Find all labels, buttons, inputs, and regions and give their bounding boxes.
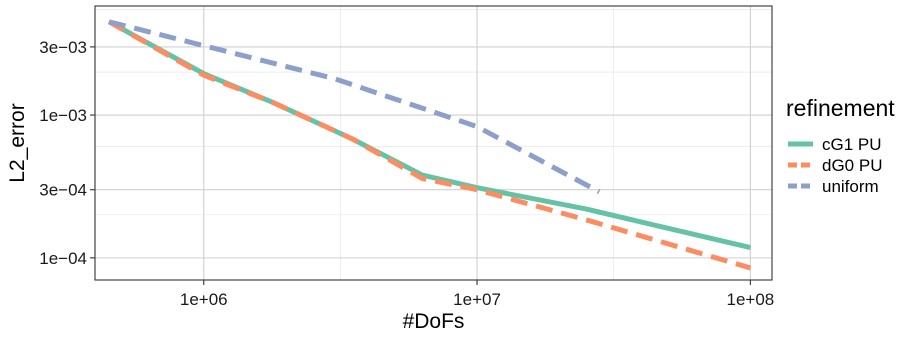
y-tick-label: 3e−03 [39,38,87,57]
y-tick-label: 1e−03 [39,106,87,125]
legend-title: refinement [786,95,895,121]
legend-items: cG1 PU dG0 PU uniform [788,135,882,196]
legend-label: cG1 PU [822,135,882,154]
y-axis-ticks: 1e−04 3e−04 1e−03 3e−03 [39,38,95,268]
legend-label: uniform [822,177,879,196]
legend-label: dG0 PU [822,156,882,175]
x-tick-label: 1e+08 [726,290,774,309]
y-tick-label: 1e−04 [39,249,87,268]
x-tick-label: 1e+06 [180,290,228,309]
plot-panel-border [94,5,773,281]
series-line-uniform [108,19,601,195]
y-tick-label: 3e−04 [39,181,87,200]
x-tick-label: 1e+07 [453,290,501,309]
legend: refinement cG1 PU dG0 PU uniform [786,95,895,196]
y-axis-title: L2_error [6,103,29,182]
series-lines [107,19,752,271]
minor-gridlines [95,6,772,280]
x-axis-title: #DoFs [403,310,465,332]
x-axis-ticks: 1e+06 1e+07 1e+08 [180,280,774,309]
major-gridlines [95,6,772,280]
series-line-dg0-pu [107,19,752,271]
